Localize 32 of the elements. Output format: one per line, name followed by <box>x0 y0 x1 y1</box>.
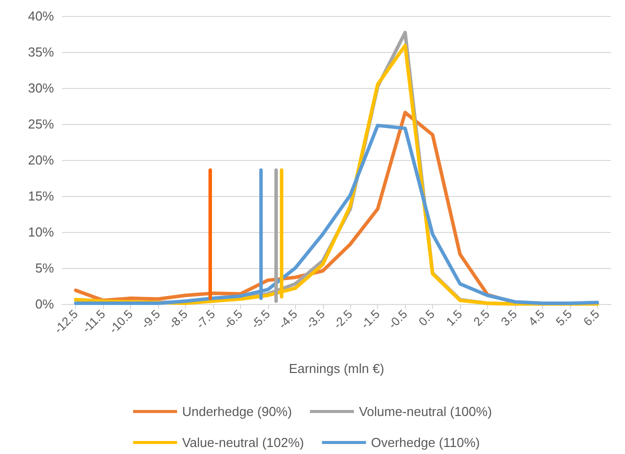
x-tick-label: -4.5 <box>276 306 301 332</box>
x-tick-label: -8.5 <box>166 306 191 332</box>
y-tick-label: 15% <box>28 188 54 204</box>
x-tick-label: 3.5 <box>498 306 520 329</box>
x-tick-label: 1.5 <box>443 306 466 329</box>
y-tick-label: 35% <box>28 44 54 60</box>
legend-label: Volume-neutral (100%) <box>358 404 492 419</box>
x-tick-label: 0.5 <box>416 306 438 329</box>
y-tick-label: 5% <box>35 260 54 276</box>
x-tick-label: 2.5 <box>470 306 493 329</box>
y-tick-label: 30% <box>28 80 54 96</box>
legend-label: Value-neutral (102%) <box>182 435 304 450</box>
x-tick-label: -3.5 <box>303 306 328 332</box>
line-series <box>74 124 600 306</box>
x-tick-label: 6.5 <box>580 306 602 329</box>
y-tick-label: 10% <box>28 224 54 240</box>
y-tick-label: 25% <box>28 116 54 132</box>
legend-label: Underhedge (90%) <box>182 404 292 419</box>
x-tick-label: -0.5 <box>386 306 410 332</box>
x-axis-title: Earnings (mln €) <box>288 361 384 376</box>
x-tick-label: 4.5 <box>526 306 548 329</box>
x-tick-label: -1.5 <box>358 306 383 332</box>
x-tick-label: -7.5 <box>193 306 218 332</box>
x-tick-label: 5.5 <box>553 306 576 329</box>
x-tick-label: -5.5 <box>248 306 274 332</box>
y-tick-label: 20% <box>28 152 54 168</box>
y-tick-label: 0% <box>35 296 54 312</box>
legend-label: Overhedge (110%) <box>370 435 480 450</box>
x-tick-label: -9.5 <box>138 306 164 332</box>
x-tick-label: -6.5 <box>220 306 246 332</box>
y-tick-label: 40% <box>28 8 54 24</box>
x-tick-label: -2.5 <box>330 306 356 332</box>
